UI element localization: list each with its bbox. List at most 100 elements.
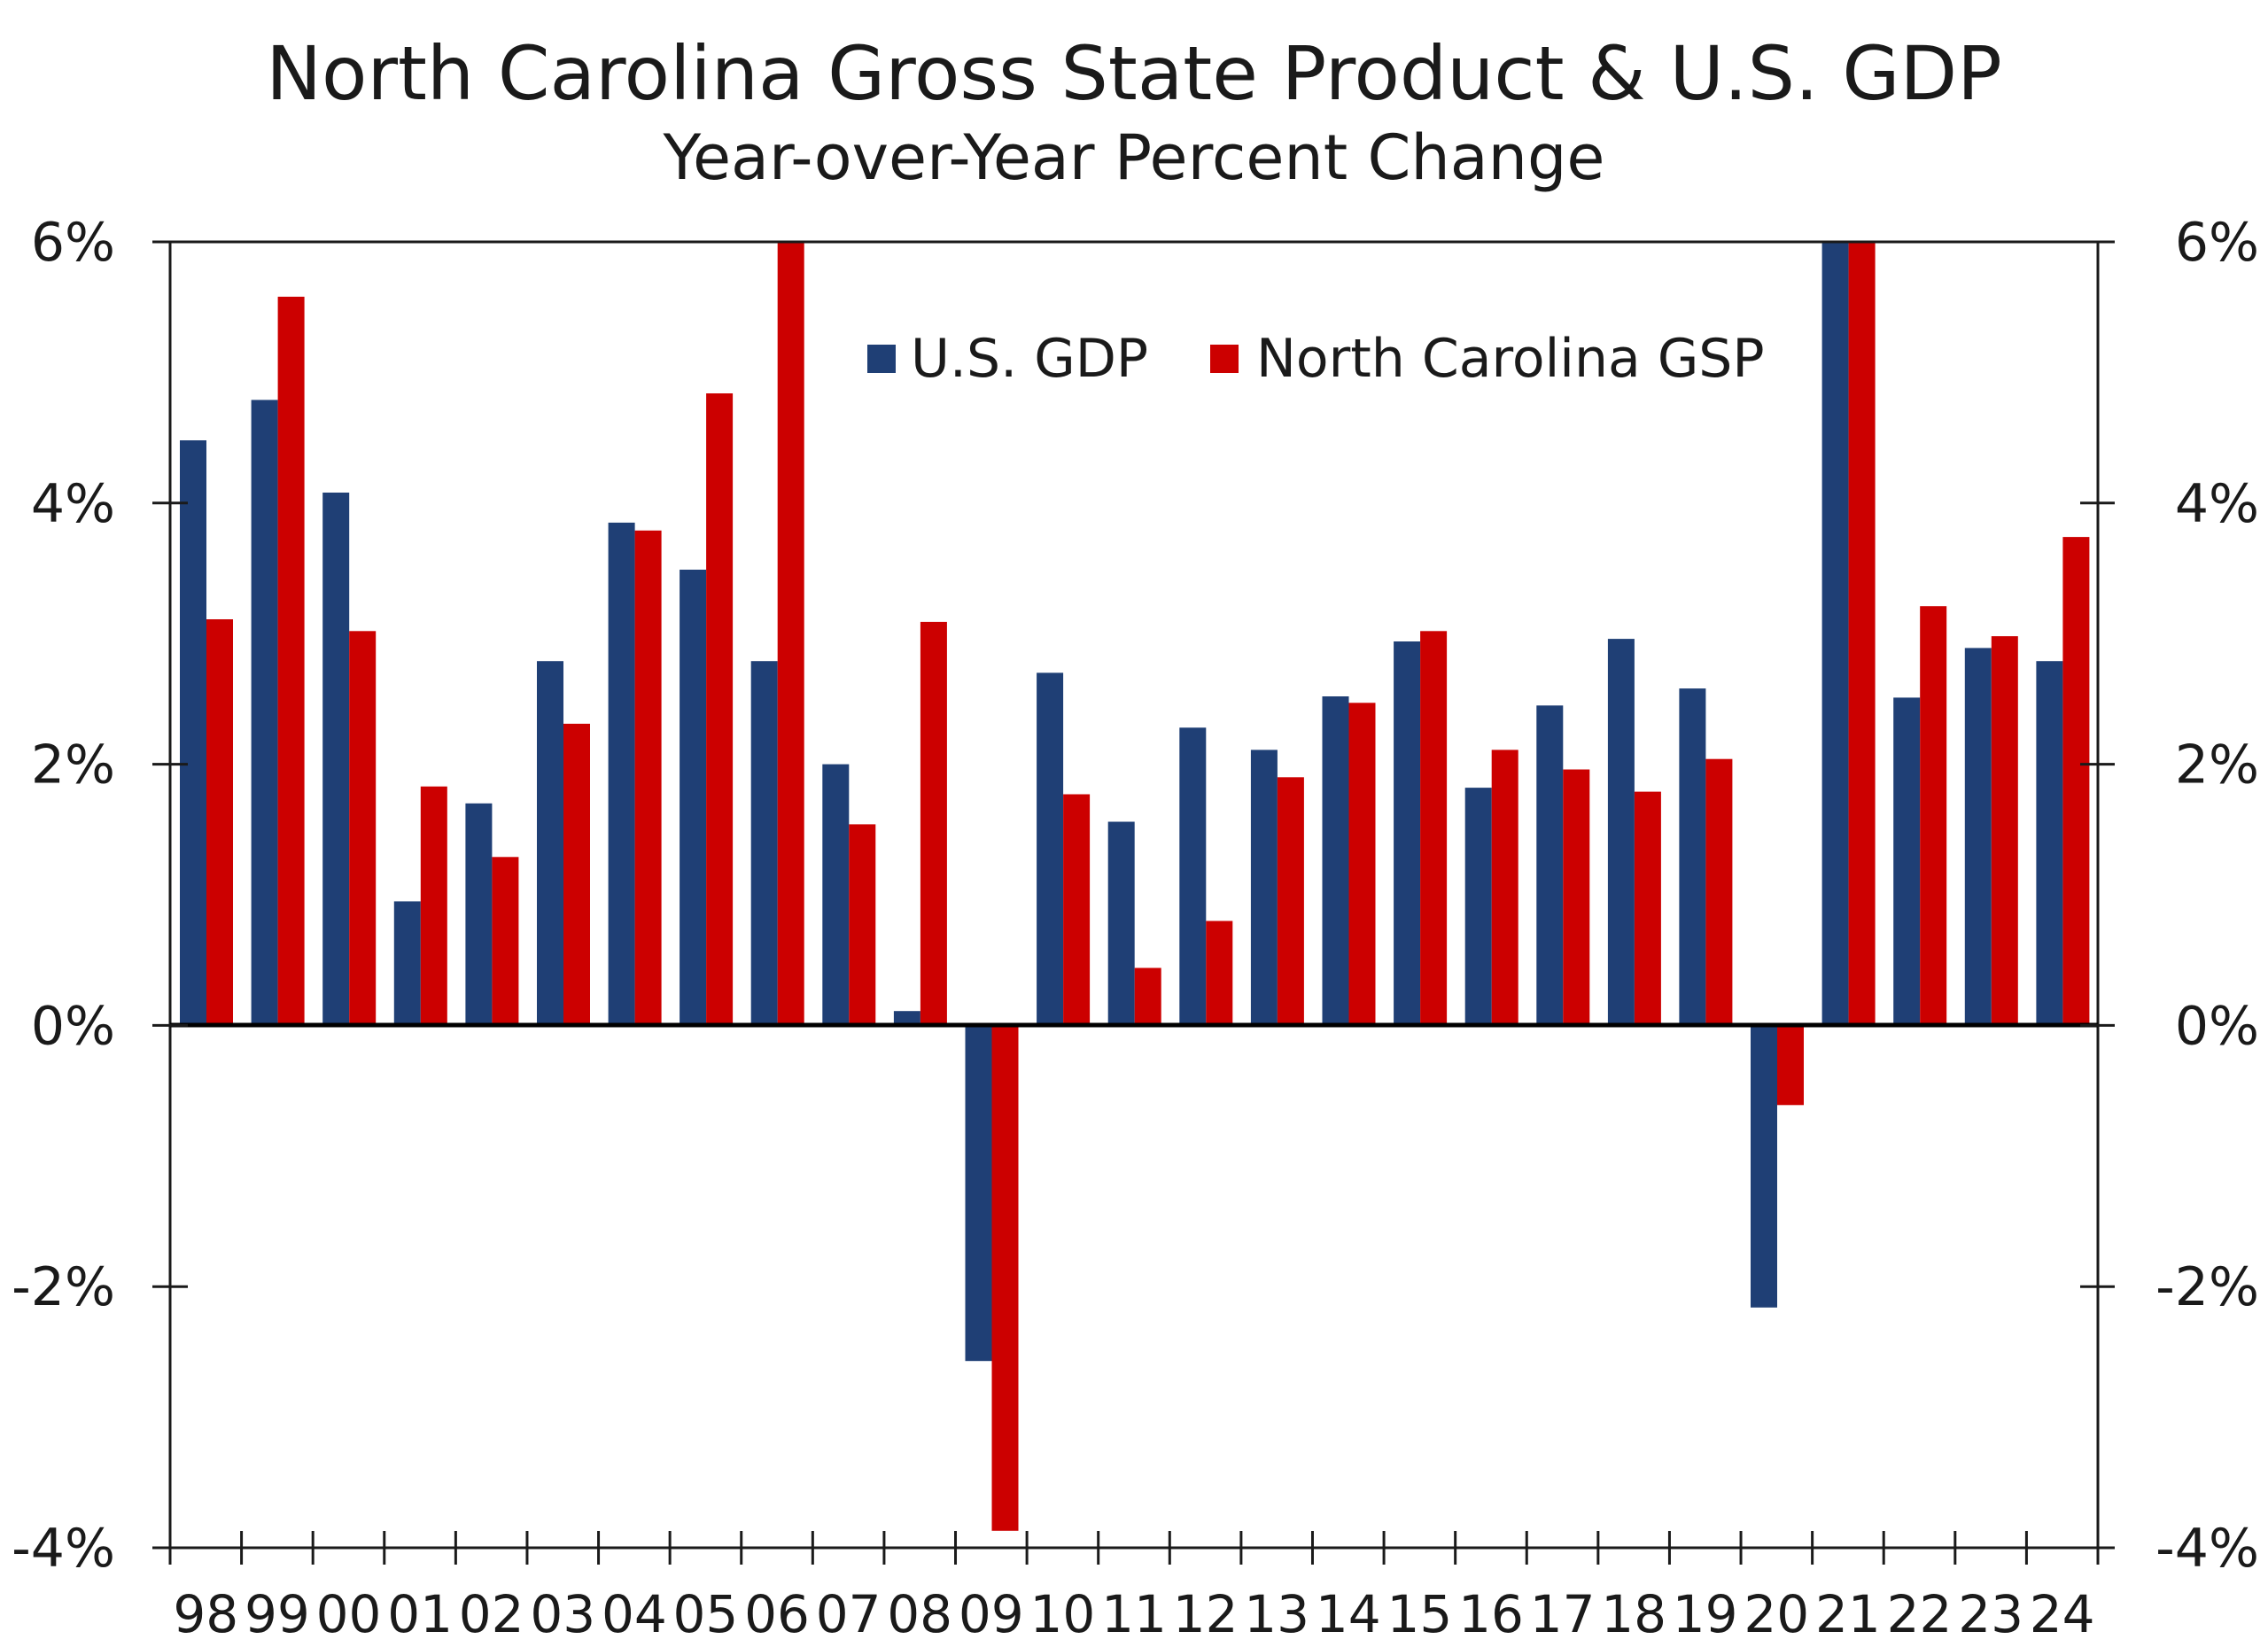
x-tick-label: 08 xyxy=(887,1584,952,1644)
bar-us-gdp-98 xyxy=(180,440,206,1026)
x-tick-label: 02 xyxy=(459,1584,524,1644)
bar-us-gdp-05 xyxy=(680,570,707,1026)
y-tick-label-right: -4% xyxy=(2155,1518,2259,1580)
bar-nc-gsp-19 xyxy=(1705,758,1733,1026)
x-tick-label: 14 xyxy=(1316,1584,1381,1644)
bar-nc-gsp-11 xyxy=(1134,967,1161,1026)
x-tick-label: 13 xyxy=(1244,1584,1309,1644)
x-tick-label: 03 xyxy=(530,1584,595,1644)
bar-nc-gsp-04 xyxy=(634,530,662,1026)
x-tick-label: 07 xyxy=(816,1584,882,1644)
bar-nc-gsp-18 xyxy=(1634,791,1661,1026)
x-tick-label: 17 xyxy=(1530,1584,1596,1644)
x-tick-label: 22 xyxy=(1887,1584,1953,1644)
bar-nc-gsp-22 xyxy=(1920,606,1947,1026)
x-tick-label: 15 xyxy=(1386,1584,1452,1644)
bar-nc-gsp-17 xyxy=(1563,769,1590,1026)
bar-nc-gsp-14 xyxy=(1348,703,1376,1026)
x-tick-label: 00 xyxy=(316,1584,382,1644)
x-tick-label: 21 xyxy=(1815,1584,1881,1644)
y-ticks-group: 6% 6% 4% 4% 2% 2% 0% 0% -2% -2% -4% -4% xyxy=(12,212,2259,1580)
bar-us-gdp-00 xyxy=(322,493,350,1026)
legend-swatch-us-gdp xyxy=(867,345,896,373)
bar-nc-gsp-13 xyxy=(1277,777,1304,1026)
chart-title: North Carolina Gross State Product & U.S… xyxy=(266,30,2002,117)
bar-us-gdp-03 xyxy=(537,661,563,1026)
bar-us-gdp-99 xyxy=(251,400,278,1026)
bar-nc-gsp-05 xyxy=(706,393,734,1026)
y-tick-label-right: 0% xyxy=(2175,995,2259,1057)
bar-us-gdp-01 xyxy=(393,901,421,1026)
bar-us-gdp-04 xyxy=(608,522,635,1026)
bar-nc-gsp-02 xyxy=(492,857,519,1026)
x-tick-label: 98 xyxy=(173,1584,238,1644)
x-tick-label: 16 xyxy=(1458,1584,1524,1644)
x-tick-label: 11 xyxy=(1101,1584,1167,1644)
bar-nc-gsp-20 xyxy=(1777,1025,1804,1106)
bar-us-gdp-14 xyxy=(1322,696,1349,1026)
legend-label-nc-gsp: North Carolina GSP xyxy=(1256,328,1765,390)
x-tick-label: 24 xyxy=(2030,1584,2095,1644)
bars-group xyxy=(180,242,2090,1531)
x-tick-label: 04 xyxy=(602,1584,667,1644)
y-tick-label-left: -2% xyxy=(12,1256,115,1318)
bar-nc-gsp-98 xyxy=(206,619,233,1026)
bar-nc-gsp-12 xyxy=(1206,921,1233,1026)
bar-us-gdp-16 xyxy=(1464,788,1492,1026)
x-tick-label: 99 xyxy=(245,1584,310,1644)
bar-nc-gsp-23 xyxy=(1991,636,2018,1026)
legend-swatch-nc-gsp xyxy=(1210,345,1239,373)
bar-us-gdp-15 xyxy=(1394,641,1421,1026)
y-tick-label-left: 6% xyxy=(31,212,115,274)
bar-us-gdp-24 xyxy=(2036,661,2063,1026)
y-tick-label-right: 6% xyxy=(2175,212,2259,274)
bar-nc-gsp-07 xyxy=(849,824,876,1026)
bar-us-gdp-23 xyxy=(1964,648,1992,1026)
x-tick-label: 12 xyxy=(1173,1584,1239,1644)
bar-nc-gsp-24 xyxy=(2062,537,2090,1026)
bar-us-gdp-17 xyxy=(1536,705,1564,1026)
y-tick-label-left: -4% xyxy=(12,1518,115,1580)
x-tick-label: 09 xyxy=(959,1584,1024,1644)
y-tick-label-right: -2% xyxy=(2155,1256,2259,1318)
bar-nc-gsp-21 xyxy=(1848,242,1876,1026)
bar-us-gdp-21 xyxy=(1821,242,1849,1026)
bar-nc-gsp-99 xyxy=(277,296,305,1026)
y-tick-label-left: 4% xyxy=(31,473,115,535)
x-tick-label: 10 xyxy=(1029,1584,1095,1644)
bar-nc-gsp-00 xyxy=(349,631,377,1026)
bar-us-gdp-11 xyxy=(1107,821,1135,1026)
x-tick-label: 18 xyxy=(1601,1584,1666,1644)
x-tick-label: 01 xyxy=(387,1584,453,1644)
bar-us-gdp-08 xyxy=(893,1011,920,1026)
bar-us-gdp-13 xyxy=(1250,750,1278,1026)
bar-us-gdp-12 xyxy=(1179,727,1207,1026)
bar-nc-gsp-16 xyxy=(1491,750,1518,1026)
chart-subtitle: Year-over-Year Percent Change xyxy=(663,121,1605,194)
legend-label-us-gdp: U.S. GDP xyxy=(911,328,1148,390)
y-tick-label-left: 2% xyxy=(31,734,115,796)
x-tick-label: 06 xyxy=(744,1584,810,1644)
bar-us-gdp-10 xyxy=(1037,672,1064,1026)
bar-us-gdp-22 xyxy=(1893,697,1921,1026)
x-ticks-group: 98 99 00 01 02 03 04 05 06 07 08 09 10 11 12 13 14 15 16 17… xyxy=(168,1531,2100,1644)
bar-nc-gsp-10 xyxy=(1063,794,1091,1026)
x-tick-label: 19 xyxy=(1673,1584,1738,1644)
legend: U.S. GDP North Carolina GSP xyxy=(867,328,1765,390)
bar-us-gdp-20 xyxy=(1751,1025,1777,1308)
bar-us-gdp-19 xyxy=(1679,688,1706,1026)
y-tick-label-left: 0% xyxy=(31,995,115,1057)
bar-us-gdp-06 xyxy=(750,661,778,1026)
bar-us-gdp-07 xyxy=(822,764,850,1026)
bar-us-gdp-02 xyxy=(465,803,493,1026)
y-tick-label-right: 2% xyxy=(2175,734,2259,796)
x-tick-label: 20 xyxy=(1744,1584,1809,1644)
bar-nc-gsp-01 xyxy=(420,786,447,1026)
y-tick-label-right: 4% xyxy=(2175,473,2259,535)
bar-nc-gsp-06 xyxy=(777,242,804,1026)
bar-nc-gsp-09 xyxy=(991,1025,1019,1531)
bar-nc-gsp-15 xyxy=(1420,631,1448,1026)
bar-us-gdp-18 xyxy=(1607,639,1635,1026)
x-tick-label: 05 xyxy=(672,1584,738,1644)
